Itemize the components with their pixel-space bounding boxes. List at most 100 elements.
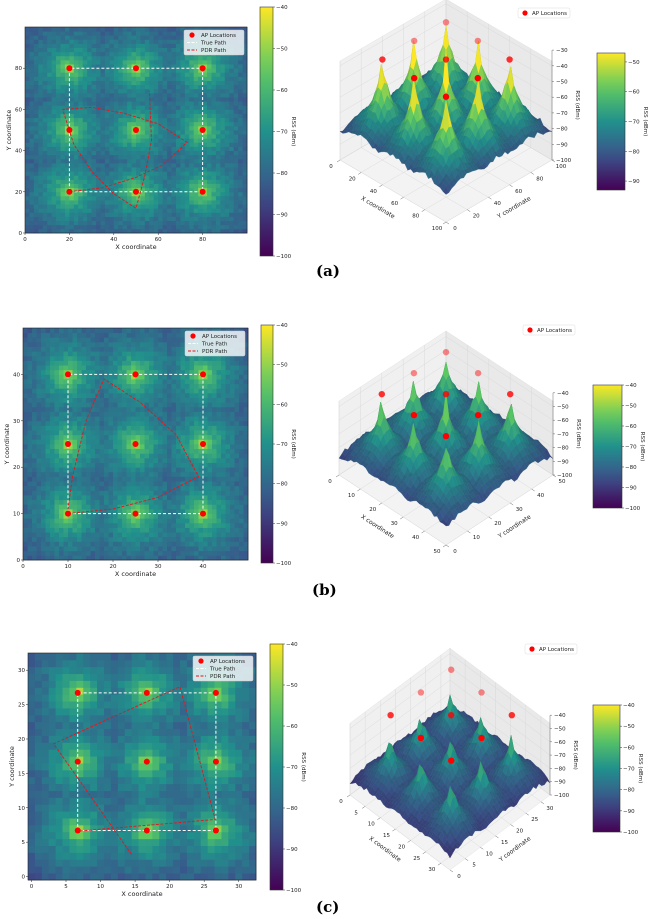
heatmap-cell	[189, 64, 195, 69]
heatmap-cell	[54, 439, 60, 445]
heatmap-cell	[60, 224, 66, 230]
heatmap-cell	[45, 365, 51, 371]
heatmap-cell	[96, 43, 101, 48]
heatmap-cell	[136, 64, 141, 69]
heatmap-cell	[42, 76, 48, 81]
heatmap-cell	[95, 550, 100, 556]
heatmap-cell	[229, 125, 235, 131]
heatmap-cell	[47, 212, 53, 217]
heatmap-cell	[122, 68, 128, 73]
heatmap-cell	[81, 522, 87, 528]
heatmap-cell	[144, 101, 150, 106]
heatmap-cell	[224, 105, 230, 110]
heatmap-cell	[51, 105, 57, 110]
heatmap-cell	[207, 150, 212, 156]
heatmap-cell	[189, 208, 195, 213]
heatmap-cell	[202, 142, 208, 147]
heatmap-cell	[127, 162, 132, 168]
heatmap-cell	[42, 134, 48, 139]
heatmap-cell	[100, 134, 106, 139]
heatmap-cell	[56, 43, 61, 48]
heatmap-cell	[72, 495, 78, 501]
heatmap-cell	[38, 150, 44, 156]
heatmap-cell	[215, 228, 221, 234]
heatmap-cell	[99, 504, 105, 510]
heatmap-cell	[38, 64, 44, 69]
heatmap-cell	[153, 47, 159, 53]
heatmap-cell	[54, 550, 60, 556]
heatmap-cell	[60, 76, 66, 81]
heatmap-cell	[77, 388, 82, 394]
heatmap-cell	[56, 162, 61, 168]
heatmap-cell	[224, 72, 230, 77]
heatmap-cell	[32, 536, 37, 542]
heatmap-cell	[131, 88, 137, 94]
colorbar-tick-label: −40	[276, 5, 288, 11]
heatmap-cell	[95, 346, 100, 352]
heatmap-cell	[149, 208, 155, 213]
heatmap-cell	[122, 158, 128, 164]
heatmap-cell	[23, 430, 28, 436]
heatmap-cell	[144, 195, 150, 201]
heatmap-cell	[77, 546, 82, 552]
heatmap-cell	[127, 171, 132, 176]
heatmap-cell	[122, 208, 128, 213]
heatmap-cell	[104, 332, 109, 338]
heatmap-cell	[54, 522, 60, 528]
heatmap-cell	[104, 476, 109, 482]
heatmap-cell	[224, 142, 230, 147]
heatmap-cell	[229, 88, 235, 94]
heatmap-cell	[140, 220, 146, 226]
heatmap-cell	[109, 220, 115, 226]
heatmap-cell	[127, 80, 132, 86]
heatmap-cell	[175, 130, 181, 135]
heatmap-cell	[202, 138, 208, 143]
heatmap-cell	[140, 204, 146, 209]
heatmap-cell	[202, 179, 208, 184]
heatmap-cell	[198, 228, 203, 234]
heatmap-cell	[27, 527, 33, 533]
heatmap-cell	[27, 434, 33, 440]
heatmap-cell	[140, 97, 146, 102]
heatmap-cell	[180, 72, 186, 77]
heatmap-cell	[77, 495, 82, 501]
heatmap-cell	[91, 117, 97, 123]
heatmap-cell	[38, 154, 44, 160]
heatmap-cell	[122, 195, 128, 201]
heatmap-cell	[64, 55, 70, 61]
heatmap-cell	[167, 88, 172, 94]
heatmap-cell	[59, 508, 64, 514]
heatmap-cell	[118, 64, 124, 69]
ap-marker	[199, 65, 206, 72]
heatmap-cell	[72, 332, 78, 338]
heatmap-cell	[136, 138, 141, 143]
heatmap-cell	[59, 365, 64, 371]
heatmap-cell	[29, 105, 35, 110]
heatmap-cell	[32, 397, 37, 403]
heatmap-cell	[23, 374, 28, 380]
heatmap-cell	[78, 154, 84, 160]
heatmap-cell	[131, 117, 137, 123]
ap-marker	[199, 127, 206, 133]
heatmap-cell	[158, 138, 164, 143]
heatmap-cell	[25, 208, 30, 213]
heatmap-cell	[220, 101, 226, 106]
heatmap-cell	[162, 191, 168, 197]
heatmap-cell	[64, 191, 70, 197]
heatmap-cell	[90, 522, 96, 528]
heatmap-cell	[158, 158, 164, 164]
heatmap-cell	[215, 179, 221, 184]
heatmap-cell	[189, 146, 195, 151]
heatmap-cell	[27, 420, 33, 426]
heatmap-cell	[180, 47, 186, 53]
heatmap-cell	[100, 228, 106, 234]
heatmap-cell	[131, 113, 137, 119]
heatmap-cell	[131, 80, 137, 86]
heatmap-cell	[167, 47, 172, 53]
heatmap-cell	[54, 406, 60, 412]
heatmap-cell	[54, 532, 60, 538]
heatmap-cell	[78, 195, 84, 201]
heatmap-cell	[51, 208, 57, 213]
heatmap-cell	[25, 88, 30, 94]
heatmap-cell	[99, 467, 105, 473]
